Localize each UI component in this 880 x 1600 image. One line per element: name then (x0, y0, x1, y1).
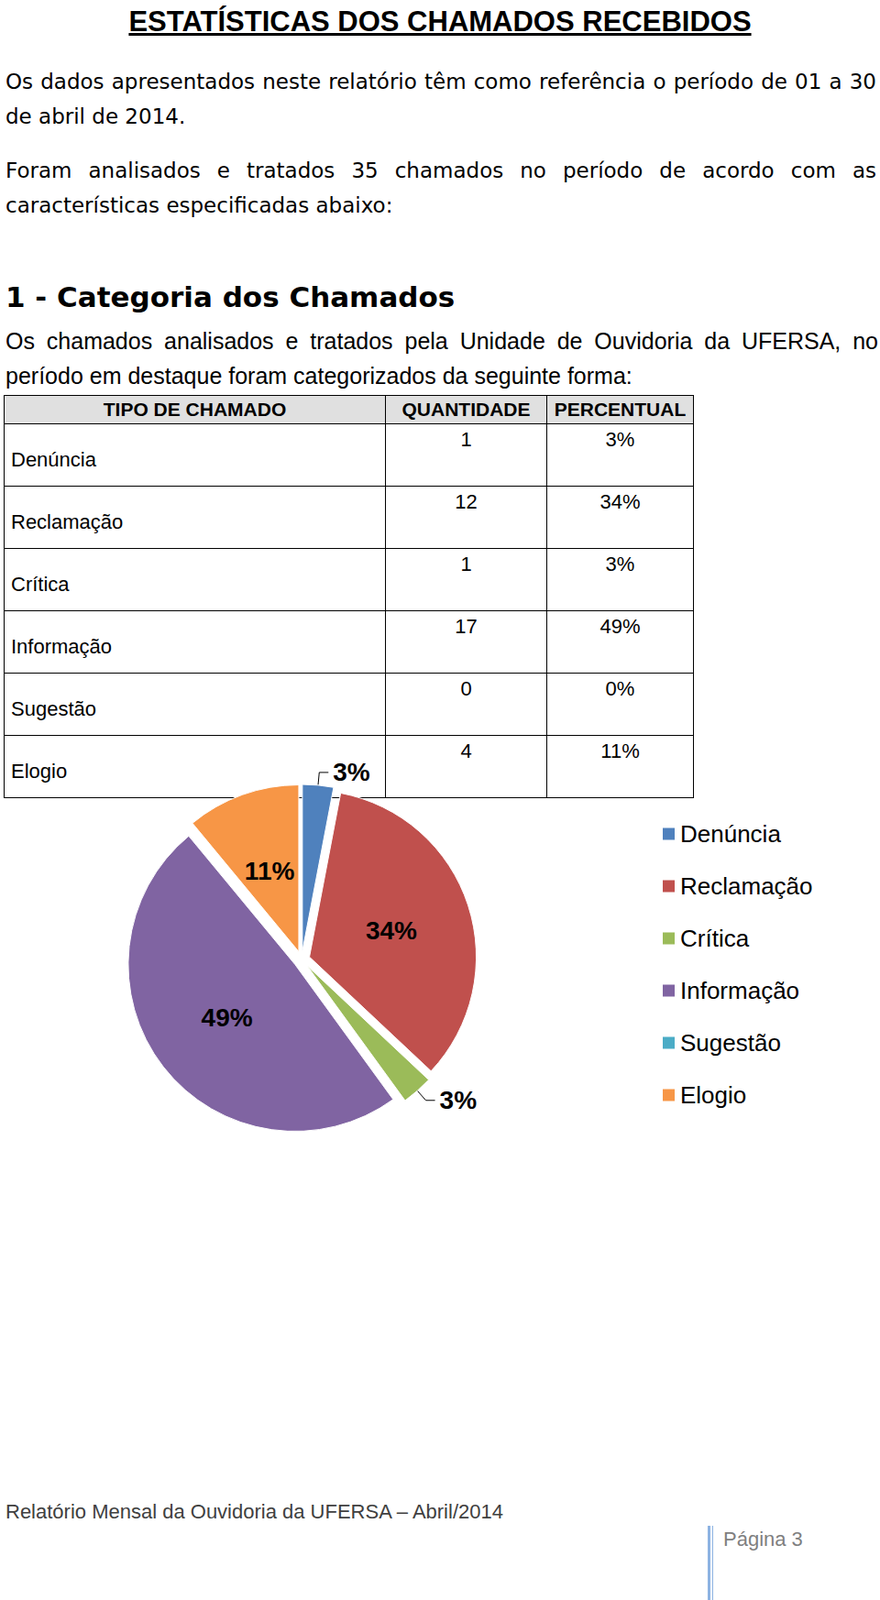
svg-text:Informação: Informação (680, 977, 800, 1005)
html-text:1 - Categoria dos Chamados: 1 - Categoria dos Chamados (5, 280, 455, 314)
html-text:TIPO DE CHAMADO: TIPO DE CHAMADO (103, 398, 287, 420)
html-text:QUANTIDADE: QUANTIDADE (401, 398, 531, 420)
html-text:Denúncia: Denúncia (11, 447, 97, 471)
svg-text:3%: 3% (332, 758, 371, 787)
html-text:4: 4 (460, 739, 472, 763)
html-text:Os chamados analisados e trata: Os chamados analisados e tratados pela U… (5, 328, 879, 389)
html-text:Página 3: Página 3 (723, 1528, 803, 1551)
html-text:0%: 0% (605, 677, 635, 701)
svg-text:34%: 34% (365, 916, 418, 946)
html-text:0: 0 (460, 677, 472, 701)
html-text:Os dados apresentados neste re: Os dados apresentados neste relatório tê… (5, 69, 877, 129)
html-text:ESTATÍSTICAS DOS CHAMADOS RECE: ESTATÍSTICAS DOS CHAMADOS RECEBIDOS (128, 5, 752, 38)
html-text:Elogio: Elogio (11, 759, 68, 783)
svg-text:3%: 3% (440, 1086, 478, 1115)
html-text:Sugestão: Sugestão (11, 697, 97, 721)
html-text:3%: 3% (605, 428, 635, 451)
html-text:3%: 3% (605, 552, 635, 576)
html-text:Informação: Informação (11, 634, 112, 658)
html-text:49%: 49% (599, 615, 641, 638)
svg-text:11%: 11% (244, 857, 296, 886)
svg-text:49%: 49% (201, 1003, 253, 1033)
html-text:Relatório Mensal da Ouvidoria: Relatório Mensal da Ouvidoria da UFERSA … (5, 1500, 504, 1524)
html-text:Crítica: Crítica (11, 572, 70, 596)
html-text:1: 1 (460, 552, 472, 576)
html-text:34%: 34% (599, 490, 641, 514)
svg-text:Elogio: Elogio (680, 1081, 747, 1110)
svg-text:Denúncia: Denúncia (680, 820, 781, 848)
html-text:Foram analisados e tratados 35: Foram analisados e tratados 35 chamados … (5, 158, 877, 218)
svg-text:Crítica: Crítica (680, 924, 750, 953)
svg-text:Sugestão: Sugestão (680, 1029, 781, 1057)
html-text:Reclamação: Reclamação (11, 510, 124, 534)
html-text:12: 12 (454, 490, 478, 514)
html-text:17: 17 (454, 615, 478, 638)
svg-text:Reclamação: Reclamação (680, 872, 814, 901)
html-text:1: 1 (460, 428, 472, 451)
html-text:PERCENTUAL: PERCENTUAL (554, 398, 686, 420)
html-text:11%: 11% (600, 739, 640, 763)
